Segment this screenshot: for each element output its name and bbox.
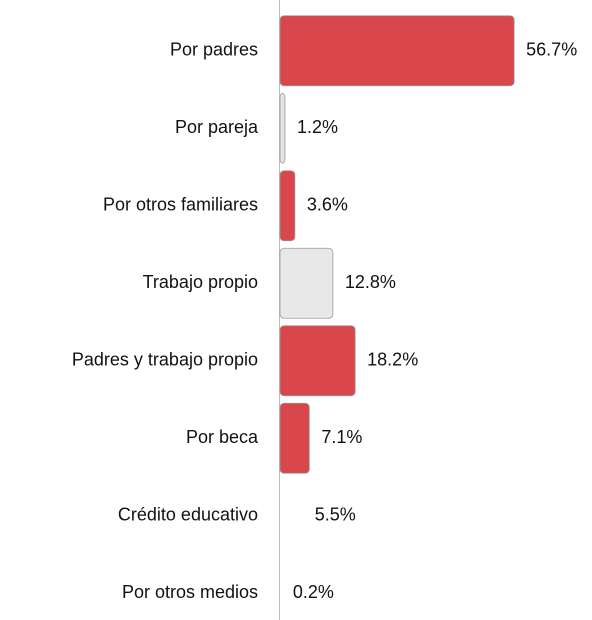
value-label: 1.2% xyxy=(297,117,338,137)
category-label: Por pareja xyxy=(175,117,259,137)
category-label: Por otros medios xyxy=(122,582,258,602)
value-label: 12.8% xyxy=(345,272,396,292)
bar xyxy=(279,92,286,164)
category-label: Por padres xyxy=(170,40,258,60)
bar xyxy=(279,325,356,397)
category-label: Por otros familiares xyxy=(103,195,258,215)
category-label: Padres y trabajo propio xyxy=(72,350,258,370)
category-label: Por beca xyxy=(186,427,259,447)
category-label: Trabajo propio xyxy=(143,272,258,292)
bar xyxy=(280,480,303,551)
bar xyxy=(279,402,310,474)
value-label: 0.2% xyxy=(293,582,334,602)
value-label: 18.2% xyxy=(367,350,418,370)
category-label: Crédito educativo xyxy=(118,505,258,525)
bar xyxy=(279,170,296,242)
value-label: 3.6% xyxy=(307,195,348,215)
value-label: 5.5% xyxy=(315,505,356,525)
value-label: 56.7% xyxy=(526,40,577,60)
bar xyxy=(280,558,281,620)
bar xyxy=(279,247,334,319)
bar xyxy=(279,15,515,87)
value-label: 7.1% xyxy=(321,427,362,447)
